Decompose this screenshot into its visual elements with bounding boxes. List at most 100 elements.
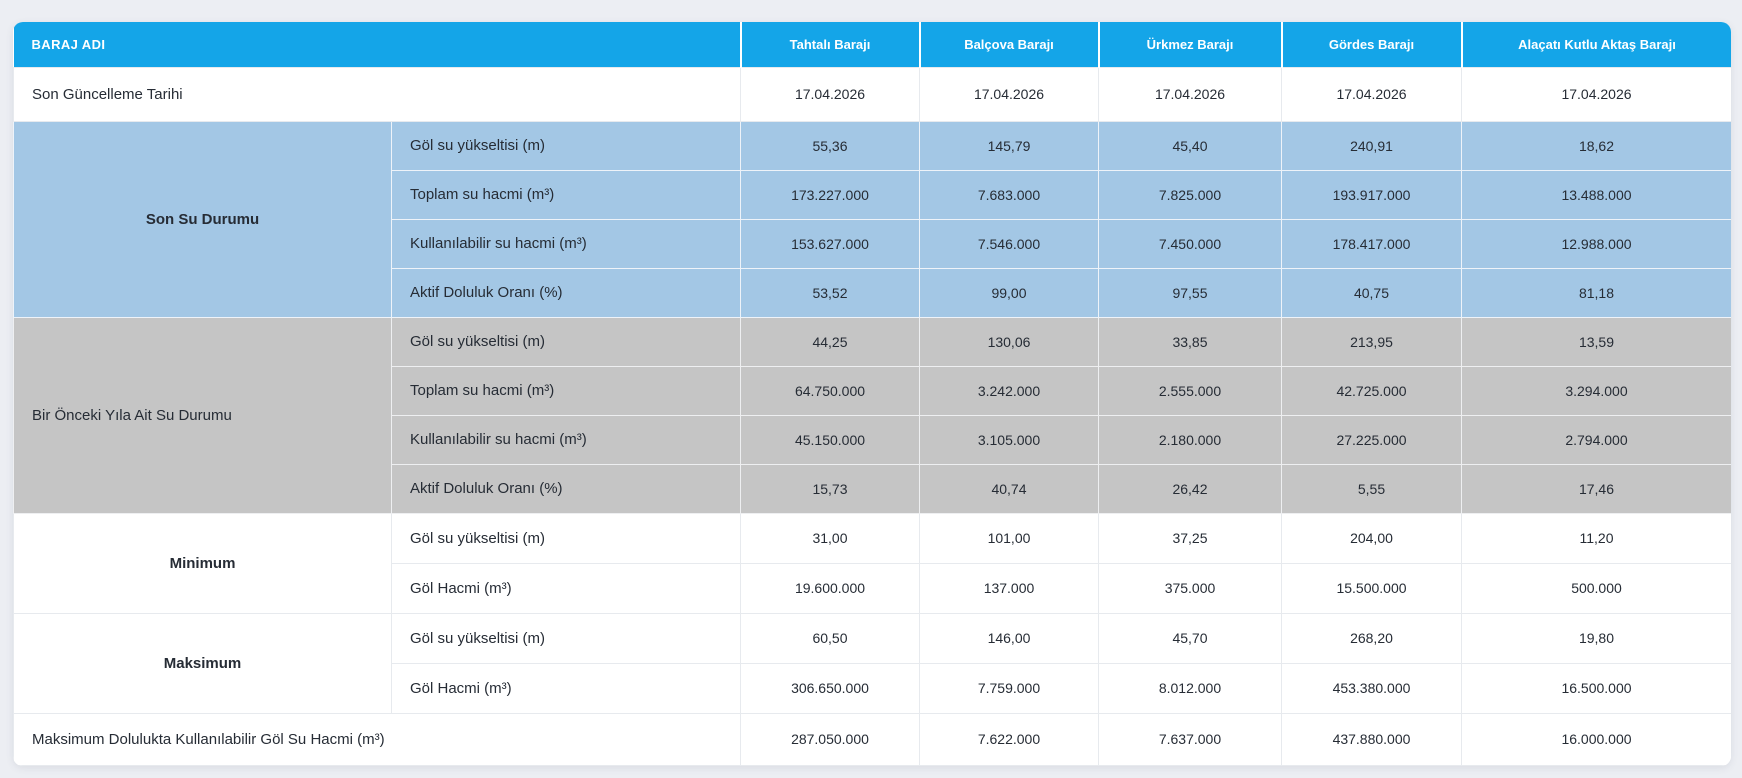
value-cell: 287.050.000 [740,712,920,766]
value-cell: 11,20 [1461,512,1731,564]
value-cell: 44,25 [740,316,920,367]
value-cell: 27.225.000 [1281,414,1462,465]
value-cell: 18,62 [1461,120,1731,171]
metric-label: Kullanılabilir su hacmi (m³) [391,414,741,465]
column-header-dam-2: Balçova Barajı [918,22,1099,67]
value-cell: 7.683.000 [919,169,1099,220]
value-cell: 19,80 [1461,612,1731,664]
column-header-dam-3: Ürkmez Barajı [1097,22,1282,67]
value-cell: 268,20 [1281,612,1462,664]
row-bir-onceki-yil-2: Toplam su hacmi (m³) 64.750.000 3.242.000 2… [14,365,1731,416]
value-cell: 33,85 [1098,316,1282,367]
value-cell: 240,91 [1281,120,1462,171]
value-cell: 7.622.000 [919,712,1099,766]
section-label-maksimum: Maksimum [13,612,392,714]
column-header-baraj-adi: BARAJ ADI [13,22,741,67]
value-cell: 2.794.000 [1461,414,1731,465]
section-label-bir-onceki-yil: Bir Önceki Yıla Ait Su Durumu [13,316,392,514]
value-cell: 45.150.000 [740,414,920,465]
value-cell: 178.417.000 [1281,218,1462,269]
value-cell: 31,00 [740,512,920,564]
column-header-dam-1: Tahtalı Barajı [739,22,920,67]
metric-label: Aktif Doluluk Oranı (%) [391,463,741,514]
value-cell: 101,00 [919,512,1099,564]
metric-label: Göl Hacmi (m³) [391,562,741,614]
value-cell: 7.637.000 [1098,712,1282,766]
metric-label: Toplam su hacmi (m³) [391,169,741,220]
metric-label: Göl su yükseltisi (m) [391,512,741,564]
column-header-dam-4: Gördes Barajı [1280,22,1462,67]
value-cell: 17.04.2026 [740,66,920,122]
value-cell: 2.555.000 [1098,365,1282,416]
value-cell: 213,95 [1281,316,1462,367]
value-cell: 3.242.000 [919,365,1099,416]
value-cell: 3.105.000 [919,414,1099,465]
value-cell: 306.650.000 [740,662,920,714]
value-cell: 146,00 [919,612,1099,664]
metric-label: Göl su yükseltisi (m) [391,316,741,367]
section-label-minimum: Minimum [13,512,392,614]
value-cell: 60,50 [740,612,920,664]
value-cell: 137.000 [919,562,1099,614]
value-cell: 15,73 [740,463,920,514]
value-cell: 7.546.000 [919,218,1099,269]
value-cell: 193.917.000 [1281,169,1462,220]
row-minimum-1: Minimum Göl su yükseltisi (m) 31,00 101,00 3… [13,512,1731,614]
value-cell: 17.04.2026 [919,66,1099,122]
value-cell: 130,06 [919,316,1099,367]
value-cell: 15.500.000 [1281,562,1462,614]
value-cell: 13.488.000 [1461,169,1731,220]
value-cell: 45,70 [1098,612,1282,664]
value-cell: 53,52 [740,267,920,318]
value-cell: 437.880.000 [1281,712,1462,766]
value-cell: 26,42 [1098,463,1282,514]
value-cell: 12.988.000 [1461,218,1731,269]
value-cell: 45,40 [1098,120,1282,171]
column-header-dam-5: Alaçatı Kutlu Aktaş Barajı [1460,22,1731,67]
row-label-max-usable-volume: Maksimum Dolulukta Kullanılabilir Göl Su… [13,712,741,766]
value-cell: 42.725.000 [1281,365,1462,416]
dam-status-table: BARAJ ADI Tahtalı Barajı Balçova Barajı Ür… [13,22,1731,766]
value-cell: 17.04.2026 [1461,66,1731,122]
value-cell: 173.227.000 [740,169,920,220]
value-cell: 7.825.000 [1098,169,1282,220]
metric-label: Aktif Doluluk Oranı (%) [391,267,741,318]
value-cell: 17.04.2026 [1281,66,1462,122]
row-bir-onceki-yil-3: Kullanılabilir su hacmi (m³) 45.150.000 3.… [14,414,1731,465]
row-label-last-update: Son Güncelleme Tarihi [13,66,741,122]
value-cell: 500.000 [1461,562,1731,614]
value-cell: 2.180.000 [1098,414,1282,465]
value-cell: 7.450.000 [1098,218,1282,269]
metric-label: Göl Hacmi (m³) [391,662,741,714]
value-cell: 16.000.000 [1461,712,1731,766]
value-cell: 40,75 [1281,267,1462,318]
value-cell: 55,36 [740,120,920,171]
value-cell: 5,55 [1281,463,1462,514]
metric-label: Toplam su hacmi (m³) [391,365,741,416]
value-cell: 7.759.000 [919,662,1099,714]
value-cell: 17,46 [1461,463,1731,514]
value-cell: 81,18 [1461,267,1731,318]
value-cell: 153.627.000 [740,218,920,269]
value-cell: 375.000 [1098,562,1282,614]
value-cell: 37,25 [1098,512,1282,564]
value-cell: 13,59 [1461,316,1731,367]
row-maksimum-1: Maksimum Göl su yükseltisi (m) 60,50 146,00… [13,612,1731,714]
value-cell: 40,74 [919,463,1099,514]
value-cell: 19.600.000 [740,562,920,614]
section-label-son-su-durumu: Son Su Durumu [13,120,392,318]
metric-label: Göl su yükseltisi (m) [391,612,741,664]
value-cell: 453.380.000 [1281,662,1462,714]
row-son-su-durumu-4: Aktif Doluluk Oranı (%) 53,52 99,00 97,55 40… [14,267,1731,318]
metric-label: Kullanılabilir su hacmi (m³) [391,218,741,269]
value-cell: 145,79 [919,120,1099,171]
row-son-su-durumu-3: Kullanılabilir su hacmi (m³) 153.627.000 7… [14,218,1731,269]
value-cell: 204,00 [1281,512,1462,564]
row-son-su-durumu-2: Toplam su hacmi (m³) 173.227.000 7.683.000… [14,169,1731,220]
value-cell: 8.012.000 [1098,662,1282,714]
value-cell: 16.500.000 [1461,662,1731,714]
row-last-update: Son Güncelleme Tarihi 17.04.2026 17.04.202… [13,66,1731,122]
value-cell: 64.750.000 [740,365,920,416]
table-header-row: BARAJ ADI Tahtalı Barajı Balçova Barajı Ür… [13,22,1731,67]
